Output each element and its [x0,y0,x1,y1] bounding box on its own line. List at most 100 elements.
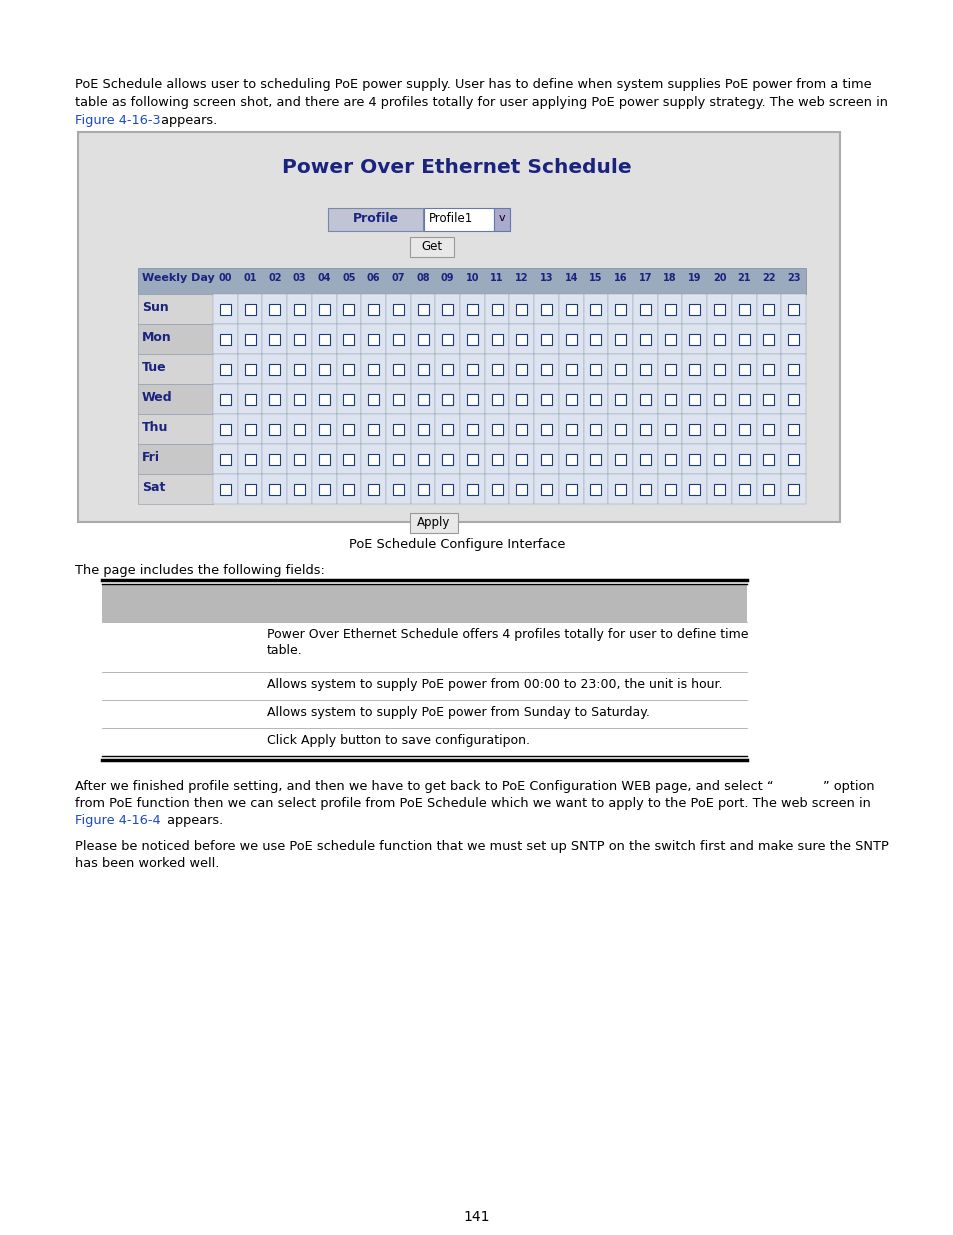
Bar [410,237,454,257]
Bar [633,445,657,474]
Text: 00: 00 [218,273,232,283]
Bar [781,445,805,474]
Bar [269,394,280,405]
Bar [138,474,213,504]
Bar [138,268,805,294]
Text: 23: 23 [786,273,800,283]
Bar [787,333,799,345]
Bar [368,304,378,315]
Bar [386,474,410,504]
Bar [219,304,231,315]
Bar [294,453,305,464]
Bar [558,384,583,414]
Bar [615,304,625,315]
Bar [738,394,749,405]
Bar [633,324,657,354]
Text: 07: 07 [391,273,405,283]
Bar [294,304,305,315]
Bar [664,424,675,435]
Bar [657,384,681,414]
Text: has been worked well.: has been worked well. [75,857,219,869]
Bar [269,424,280,435]
Bar [294,483,305,494]
Bar [787,424,799,435]
Bar [558,474,583,504]
Bar [608,414,633,445]
Text: 22: 22 [761,273,775,283]
Bar [244,333,255,345]
Bar [213,384,237,414]
Bar [393,333,403,345]
Bar [540,333,552,345]
Text: 12: 12 [515,273,528,283]
Bar [386,445,410,474]
Bar [534,474,558,504]
Bar [565,483,577,494]
Bar [219,453,231,464]
Bar [534,354,558,384]
Bar [312,384,336,414]
Bar [731,324,756,354]
Text: Sat: Sat [142,480,165,494]
Bar [491,483,502,494]
Bar [558,445,583,474]
Bar [731,414,756,445]
Bar [516,394,527,405]
Bar [756,384,781,414]
Bar [762,304,774,315]
Bar [664,363,675,374]
Bar [484,294,509,324]
Bar [410,513,457,534]
Bar [269,304,280,315]
Bar [787,304,799,315]
Text: 02: 02 [268,273,281,283]
Bar [491,333,502,345]
Bar [138,294,213,324]
Text: Allows system to supply PoE power from Sunday to Saturday.: Allows system to supply PoE power from S… [267,706,649,719]
Bar [639,424,650,435]
Bar [262,414,287,445]
Bar [244,363,255,374]
Bar [664,394,675,405]
Text: 06: 06 [367,273,380,283]
Bar [361,384,386,414]
Text: 08: 08 [416,273,430,283]
Bar [336,474,361,504]
Bar [706,294,731,324]
Bar [762,483,774,494]
Bar [484,324,509,354]
Bar [466,363,477,374]
Bar [361,445,386,474]
Bar [368,363,378,374]
Bar [459,384,484,414]
Bar [393,483,403,494]
Bar [738,363,749,374]
Bar [781,354,805,384]
Bar [516,363,527,374]
Bar [343,333,354,345]
Text: The page includes the following fields:: The page includes the following fields: [75,564,325,577]
Bar [287,294,312,324]
Bar [608,445,633,474]
Bar [633,294,657,324]
Bar [608,474,633,504]
Bar [540,424,552,435]
Bar [590,453,600,464]
Bar [615,483,625,494]
Bar [269,333,280,345]
Bar [219,424,231,435]
Bar [583,354,608,384]
Bar [343,394,354,405]
Bar [706,384,731,414]
Bar [565,363,577,374]
Bar [484,445,509,474]
Bar [368,394,378,405]
Bar [417,304,428,315]
Bar [762,453,774,464]
Bar [466,453,477,464]
Bar [657,324,681,354]
Bar [731,474,756,504]
Bar [540,363,552,374]
Bar [731,294,756,324]
Bar [435,474,459,504]
